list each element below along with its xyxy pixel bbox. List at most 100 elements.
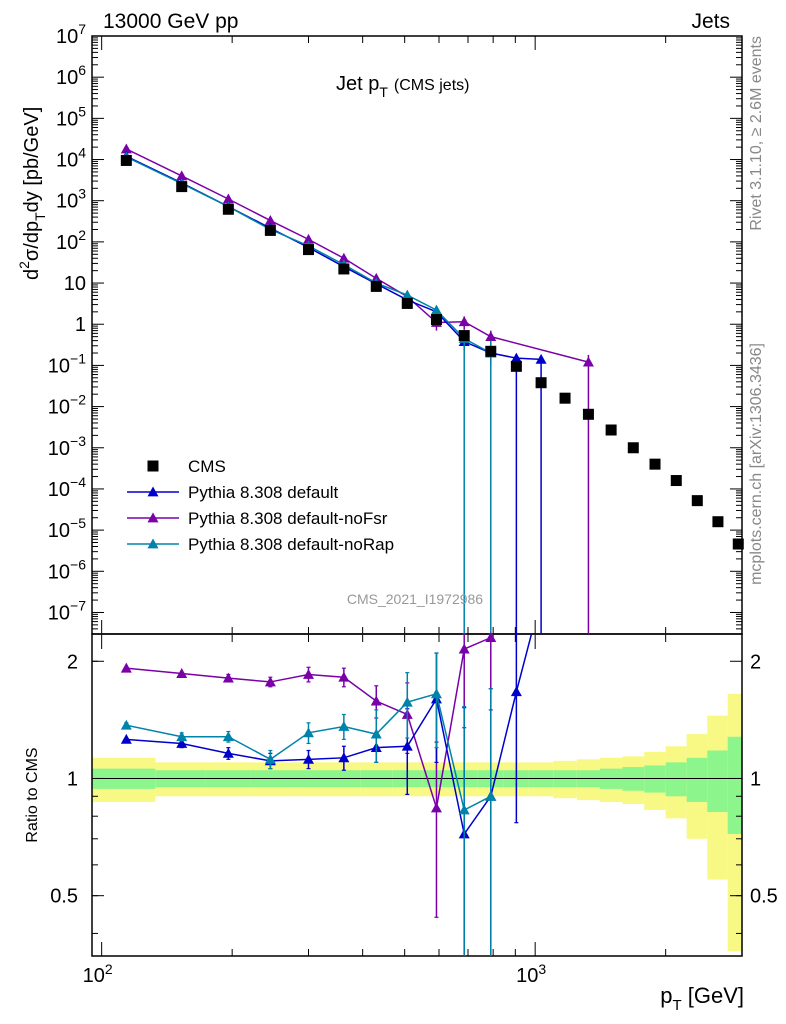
cms-point — [302, 244, 314, 256]
y-tick-label: 10−2 — [48, 392, 86, 419]
y-tick-base: 10 — [56, 191, 78, 213]
cms-point — [582, 408, 594, 420]
ratio-default-point — [176, 737, 188, 748]
ratio-norap-point — [458, 804, 470, 815]
header-right: Jets — [691, 10, 730, 33]
y-tick-exp: −2 — [70, 392, 86, 408]
x-tick-base: 10 — [516, 965, 538, 987]
y-tick-base: 10 — [48, 438, 70, 460]
ratio-ylabel: Ratio to CMS — [24, 747, 41, 842]
y-tick-exp: −6 — [70, 556, 86, 572]
series-nofsr-point — [302, 233, 314, 244]
y-tick-base: 10 — [48, 561, 70, 583]
ratio-nofsr-point — [176, 668, 188, 678]
cms-point — [670, 475, 682, 487]
main-ylabel-end: dy [pb/GeV] — [21, 107, 43, 213]
series-nofsr-point — [222, 193, 234, 204]
cms-point — [458, 330, 470, 342]
series-default — [120, 150, 547, 634]
series-default-point — [510, 352, 522, 363]
legend-item-cms: CMS — [147, 457, 226, 476]
y-tick-exp: 2 — [78, 227, 86, 243]
series-nofsr-point — [120, 143, 132, 154]
ratio-tick-label-right: 2 — [750, 651, 761, 673]
cms-point — [222, 203, 234, 215]
ratio-tick-label: 2 — [67, 651, 78, 673]
ratio-default-point — [302, 753, 314, 764]
y-tick-exp: −1 — [70, 350, 86, 366]
ratio-nofsr — [120, 632, 497, 918]
y-tick-base: 10 — [48, 520, 70, 542]
y-tick-base: 10 — [48, 602, 70, 624]
y-tick-exp: −7 — [70, 597, 86, 613]
ratio-tick-label-right: 1 — [750, 768, 761, 790]
cms-point — [712, 516, 724, 528]
x-tick-exp: 3 — [538, 961, 546, 977]
y-tick-label: 102 — [56, 227, 86, 254]
ratio-norap-point — [120, 719, 132, 730]
y-tick-exp: 4 — [78, 145, 86, 161]
ratio-nofsr-point — [485, 632, 497, 643]
main-ylabel-sub: T — [32, 212, 48, 221]
y-tick-label: 107 — [56, 21, 86, 48]
ratio-norap-point — [176, 731, 188, 742]
y-tick-label: 104 — [56, 145, 86, 172]
xlabel-sub: T — [672, 997, 681, 1014]
legend-label: CMS — [188, 457, 226, 476]
plot-title-extra: (CMS jets) — [394, 77, 470, 94]
ratio-norap-point — [401, 696, 413, 707]
ratio-nofsr-point — [458, 643, 470, 654]
y-tick-exp: 5 — [78, 103, 86, 119]
ratio-default-point — [338, 752, 350, 763]
band-inner-bin — [665, 762, 687, 797]
ratio-norap-point — [302, 727, 314, 738]
y-tick-base: 1 — [75, 314, 86, 336]
ratio-norap-point — [370, 728, 382, 739]
ratio-nofsr-point — [120, 662, 132, 673]
ratio-tick-label: 1 — [67, 768, 78, 790]
cms-point — [691, 495, 703, 507]
ratio-default-point — [120, 733, 132, 744]
y-tick-label: 10 — [64, 273, 86, 295]
main-ylabel-mid: σ/dp — [21, 221, 43, 261]
main-ylabel: d2σ/dpTdy [pb/GeV] — [16, 107, 48, 280]
y-tick-base: 10 — [48, 397, 70, 419]
legend: CMS Pythia 8.308 default Pythia 8.308 defa… — [127, 457, 394, 554]
y-tick-base: 10 — [56, 108, 78, 130]
analysis-watermark: CMS_2021_I1972986 — [347, 591, 483, 607]
y-tick-label: 10−3 — [48, 433, 86, 460]
rivet-label: Rivet 3.1.10, ≥ 2.6M events — [748, 36, 765, 231]
cms-point — [338, 263, 350, 275]
ratio-default-point — [510, 686, 522, 697]
legend-marker-cms — [147, 460, 159, 472]
y-tick-label: 10−5 — [48, 515, 86, 542]
ratio-uncertainty-band — [92, 693, 742, 952]
y-tick-label: 10−1 — [48, 350, 86, 377]
series-nofsr-line — [125, 148, 589, 363]
legend-marker-norap — [147, 538, 159, 549]
y-tick-label: 10−6 — [48, 556, 86, 583]
ratio-norap-point — [485, 790, 497, 801]
mcplots-label: mcplots.cern.ch [arXiv:1306.3436] — [748, 343, 765, 585]
y-tick-exp: −4 — [70, 474, 86, 490]
ratio-norap-point — [222, 731, 234, 742]
main-ylabel-d: d — [21, 269, 43, 280]
ratio-nofsr-point — [430, 802, 442, 813]
y-tick-base: 10 — [56, 26, 78, 48]
y-tick-label: 103 — [56, 186, 86, 213]
legend-item-default: Pythia 8.308 default — [127, 483, 339, 502]
ratio-norap — [120, 652, 497, 956]
x-tick-label: 102 — [83, 961, 113, 987]
x-tick-exp: 2 — [105, 961, 113, 977]
y-tick-exp: 7 — [78, 21, 86, 37]
series-nofsr-point — [582, 356, 594, 367]
legend-item-norap: Pythia 8.308 default-noRap — [127, 535, 394, 554]
series-cms — [120, 154, 744, 550]
series-nofsr-point — [485, 331, 497, 342]
y-tick-exp: −5 — [70, 515, 86, 531]
legend-label: Pythia 8.308 default — [188, 483, 339, 502]
series-nofsr — [120, 143, 594, 634]
cms-point — [370, 280, 382, 292]
